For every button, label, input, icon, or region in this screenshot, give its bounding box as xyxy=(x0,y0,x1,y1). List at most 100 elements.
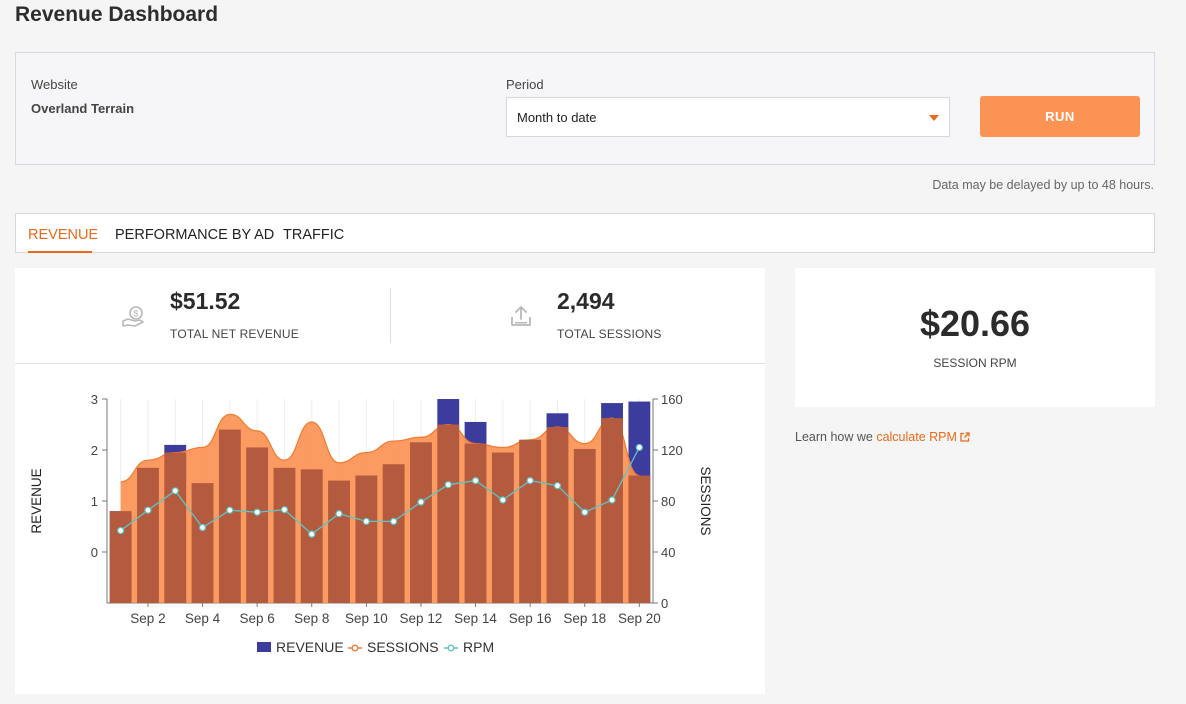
legend-rpm-label: RPM xyxy=(463,639,494,655)
total-sessions-label: TOTAL SESSIONS xyxy=(557,327,662,341)
legend-rpm-marker xyxy=(447,644,455,652)
tab-traffic[interactable]: TRAFFIC xyxy=(283,227,345,243)
rpm-point xyxy=(117,526,125,535)
svg-text:$: $ xyxy=(133,309,138,319)
x-tick-label: Sep 8 xyxy=(294,611,329,626)
revenue-bar-overlap xyxy=(546,427,569,603)
calculate-rpm-link[interactable]: calculate RPM xyxy=(876,430,971,444)
rpm-point xyxy=(335,510,343,518)
caret-down-icon xyxy=(929,115,939,121)
x-tick-label: Sep 14 xyxy=(454,611,497,626)
revenue-bar-overlap xyxy=(218,429,241,603)
rpm-point xyxy=(198,523,207,532)
total-net-revenue-label: TOTAL NET REVENUE xyxy=(170,327,299,341)
run-button[interactable]: RUN xyxy=(980,96,1140,137)
left-tick-label: 2 xyxy=(91,443,98,458)
revenue-chart: 0 1 2 3 0 40 80 120 160 Sep 2 Sep 4 Sep 6 Sep 8 Sep 1… xyxy=(29,392,713,655)
x-tick-label: Sep 18 xyxy=(563,611,606,626)
session-rpm-value: $20.66 xyxy=(919,303,1031,344)
legend-sessions-label: SESSIONS xyxy=(367,639,439,655)
calculate-rpm-link-label: calculate RPM xyxy=(876,430,957,444)
right-tick-label: 40 xyxy=(661,545,675,560)
learn-rpm-prefix: Learn how we xyxy=(795,430,877,444)
rpm-point xyxy=(226,506,234,514)
rpm-point xyxy=(390,517,398,525)
left-tick-label: 3 xyxy=(91,392,98,407)
rpm-point xyxy=(362,517,370,525)
rpm-point xyxy=(635,443,643,452)
period-select-value: Month to date xyxy=(517,110,597,125)
revenue-bar-overlap xyxy=(273,467,296,603)
rpm-point xyxy=(171,487,179,495)
revenue-bar-overlap xyxy=(573,448,596,603)
tab-bar: REVENUE PERFORMANCE BY AD TRAFFIC xyxy=(15,213,1155,253)
legend-sessions-marker xyxy=(351,644,359,652)
rpm-point xyxy=(471,476,480,485)
revenue-bar-overlap xyxy=(328,480,350,603)
revenue-bar-overlap xyxy=(164,452,187,603)
revenue-bar-overlap xyxy=(109,511,132,603)
period-select[interactable]: Month to date xyxy=(506,97,950,137)
x-tick-label: Sep 10 xyxy=(345,611,388,626)
x-tick-label: Sep 12 xyxy=(400,611,443,626)
rpm-point xyxy=(308,530,316,538)
rpm-point xyxy=(581,508,589,516)
x-tick-label: Sep 2 xyxy=(130,611,165,626)
revenue-bar-overlap xyxy=(246,447,269,603)
total-net-revenue-value: $51.52 xyxy=(170,288,241,314)
x-tick-label: Sep 4 xyxy=(185,611,221,626)
revenue-card: $ $51.52 TOTAL NET REVENUE 2,494 TOTAL S… xyxy=(15,268,765,694)
revenue-bar-overlap xyxy=(437,424,460,603)
revenue-bar-overlap xyxy=(137,467,159,603)
right-tick-label: 160 xyxy=(661,392,683,407)
y-left-title: REVENUE xyxy=(29,468,44,533)
tab-performance-by-ad[interactable]: PERFORMANCE BY AD xyxy=(115,227,275,243)
x-tick-label: Sep 6 xyxy=(240,611,275,626)
filter-panel: Website Overland Terrain Period Month to… xyxy=(15,52,1155,165)
tab-active-indicator xyxy=(28,251,92,253)
rpm-card: $20.66 SESSION RPM xyxy=(795,268,1155,407)
page-title: Revenue Dashboard xyxy=(15,3,219,26)
rpm-point xyxy=(526,476,534,485)
external-link-icon xyxy=(960,432,971,442)
period-label: Period xyxy=(506,77,544,92)
rpm-point xyxy=(417,498,425,506)
x-tick-label: Sep 20 xyxy=(618,611,661,626)
website-label: Website xyxy=(31,77,78,92)
money-hand-icon: $ xyxy=(122,306,144,327)
revenue-bar-overlap xyxy=(464,443,487,603)
revenue-bar-overlap xyxy=(628,475,651,603)
legend-revenue-swatch xyxy=(257,642,271,652)
revenue-bar-overlap xyxy=(491,452,514,603)
total-sessions-value: 2,494 xyxy=(557,288,615,314)
tab-revenue[interactable]: REVENUE xyxy=(28,227,99,243)
rpm-point xyxy=(144,506,152,514)
y-right-title: SESSIONS xyxy=(698,466,713,535)
revenue-bar-overlap xyxy=(410,442,432,603)
delay-note: Data may be delayed by up to 48 hours. xyxy=(932,178,1154,192)
left-tick-label: 1 xyxy=(91,494,98,509)
right-tick-label: 80 xyxy=(661,494,675,509)
rpm-point xyxy=(280,506,289,514)
stats-row: $ $51.52 TOTAL NET REVENUE 2,494 TOTAL S… xyxy=(15,268,765,364)
upload-tray-icon xyxy=(511,306,531,326)
revenue-bar-overlap xyxy=(191,483,214,603)
revenue-bar-overlap xyxy=(519,439,542,603)
revenue-bar-overlap xyxy=(355,475,378,603)
stat-divider xyxy=(390,288,391,343)
session-rpm-label: SESSION RPM xyxy=(933,356,1017,370)
right-tick-label: 0 xyxy=(661,596,668,611)
website-value: Overland Terrain xyxy=(31,101,135,116)
legend-revenue-label: REVENUE xyxy=(276,639,344,655)
right-tick-label: 120 xyxy=(661,443,683,458)
x-tick-label: Sep 16 xyxy=(509,611,552,626)
rpm-point xyxy=(253,508,261,516)
revenue-bar-overlap xyxy=(601,418,623,603)
revenue-bar-overlap xyxy=(382,464,405,603)
rpm-point xyxy=(444,481,452,489)
rpm-point xyxy=(553,482,562,490)
learn-rpm-text: Learn how we calculate RPM xyxy=(795,430,971,444)
left-tick-label: 0 xyxy=(91,545,98,560)
rpm-line xyxy=(120,447,640,535)
rpm-point xyxy=(499,496,507,504)
